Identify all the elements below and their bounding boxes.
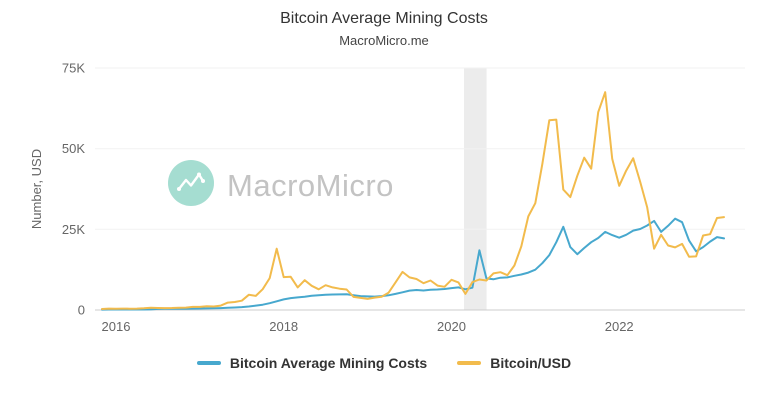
- plot-band-2020: [464, 68, 487, 310]
- x-tick-label: 2022: [605, 319, 634, 334]
- y-tick-label: 0: [78, 303, 85, 318]
- legend-marker-mining-costs: [196, 361, 221, 365]
- legend-item-mining-costs[interactable]: Bitcoin Average Mining Costs: [196, 355, 428, 371]
- chart-title: Bitcoin Average Mining Costs: [280, 10, 488, 27]
- chart-subtitle: MacroMicro.me: [339, 33, 429, 48]
- series-line-mining-costs[interactable]: [101, 217, 725, 311]
- legend: Bitcoin Average Mining Costs Bitcoin/USD: [0, 355, 768, 371]
- legend-item-btc-usd[interactable]: Bitcoin/USD: [457, 355, 571, 371]
- x-tick-label: 2016: [102, 319, 131, 334]
- legend-marker-btc-usd: [457, 361, 482, 365]
- y-tick-label: 50K: [62, 141, 85, 156]
- y-tick-label: 75K: [62, 61, 85, 76]
- series-line-btc-usd[interactable]: [101, 91, 725, 310]
- x-tick-label: 2020: [437, 319, 466, 334]
- x-tick-label: 2018: [269, 319, 298, 334]
- legend-label-mining-costs: Bitcoin Average Mining Costs: [229, 355, 428, 371]
- y-tick-label: 25K: [62, 222, 85, 237]
- legend-label-btc-usd: Bitcoin/USD: [490, 355, 572, 371]
